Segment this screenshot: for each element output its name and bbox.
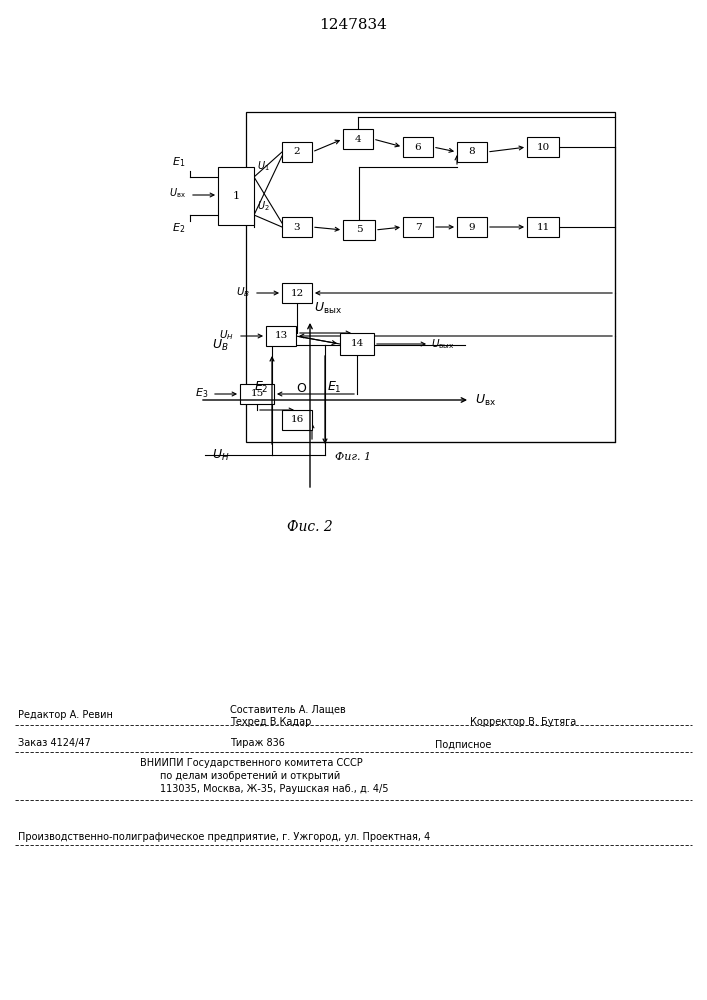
Text: 7: 7 bbox=[415, 223, 421, 232]
Bar bbox=[246, 112, 615, 442]
Bar bbox=[527, 217, 559, 237]
Text: $U_{\rm вых}$: $U_{\rm вых}$ bbox=[431, 337, 455, 351]
Text: по делам изобретений и открытий: по делам изобретений и открытий bbox=[160, 771, 340, 781]
Text: Составитель А. Лащев: Составитель А. Лащев bbox=[230, 705, 346, 715]
Text: $U_{\rm вых}$: $U_{\rm вых}$ bbox=[314, 301, 342, 316]
Text: $E_2$: $E_2$ bbox=[172, 221, 185, 235]
Bar bbox=[343, 220, 375, 240]
Text: Производственно-полиграфическое предприятие, г. Ужгород, ул. Проектная, 4: Производственно-полиграфическое предприя… bbox=[18, 832, 431, 842]
Bar bbox=[240, 384, 274, 404]
Text: $U_H$: $U_H$ bbox=[219, 328, 234, 342]
Text: 15: 15 bbox=[250, 389, 264, 398]
Text: 1: 1 bbox=[233, 191, 240, 201]
Bar bbox=[266, 326, 296, 346]
Text: $U_{\rm вх}$: $U_{\rm вх}$ bbox=[169, 186, 186, 200]
Bar bbox=[403, 217, 433, 237]
Text: 11: 11 bbox=[537, 223, 549, 232]
Text: ВНИИПИ Государственного комитета СССР: ВНИИПИ Государственного комитета СССР bbox=[140, 758, 363, 768]
Text: 12: 12 bbox=[291, 288, 303, 298]
Text: Корректор В. Бутяга: Корректор В. Бутяга bbox=[470, 717, 576, 727]
Text: Заказ 4124/47: Заказ 4124/47 bbox=[18, 738, 90, 748]
Bar bbox=[340, 333, 374, 355]
Text: Тираж 836: Тираж 836 bbox=[230, 738, 285, 748]
Text: Фиг. 1: Фиг. 1 bbox=[335, 452, 371, 462]
Text: 113035, Москва, Ж-35, Раушская наб., д. 4/5: 113035, Москва, Ж-35, Раушская наб., д. … bbox=[160, 784, 389, 794]
Text: 6: 6 bbox=[415, 142, 421, 151]
Bar bbox=[282, 283, 312, 303]
Text: $U_B$: $U_B$ bbox=[236, 285, 250, 299]
Bar bbox=[457, 142, 487, 162]
Bar bbox=[527, 137, 559, 157]
Bar bbox=[343, 129, 373, 149]
Text: $U_H$: $U_H$ bbox=[212, 447, 230, 463]
Text: 9: 9 bbox=[469, 223, 475, 232]
Text: 2: 2 bbox=[293, 147, 300, 156]
Text: 4: 4 bbox=[355, 134, 361, 143]
Text: Редактор А. Ревин: Редактор А. Ревин bbox=[18, 710, 113, 720]
Text: 14: 14 bbox=[351, 340, 363, 349]
Text: 16: 16 bbox=[291, 416, 303, 424]
Text: $U_{\rm вх}$: $U_{\rm вх}$ bbox=[475, 392, 496, 408]
Text: $E_3$: $E_3$ bbox=[194, 386, 208, 400]
Bar bbox=[218, 167, 254, 225]
Text: $U_2$: $U_2$ bbox=[257, 199, 269, 213]
Bar bbox=[282, 217, 312, 237]
Text: O: O bbox=[296, 382, 306, 395]
Text: Фис. 2: Фис. 2 bbox=[287, 520, 333, 534]
Text: $U_B$: $U_B$ bbox=[212, 337, 228, 353]
Bar bbox=[403, 137, 433, 157]
Text: Подписное: Подписное bbox=[435, 740, 491, 750]
Text: 8: 8 bbox=[469, 147, 475, 156]
Bar bbox=[282, 410, 312, 430]
Text: $U_1$: $U_1$ bbox=[257, 159, 270, 173]
Text: $E_1$: $E_1$ bbox=[172, 155, 185, 169]
Text: $E_2$: $E_2$ bbox=[255, 380, 269, 395]
Text: $E_1$: $E_1$ bbox=[327, 380, 341, 395]
Bar bbox=[457, 217, 487, 237]
Text: 13: 13 bbox=[274, 332, 288, 340]
Bar bbox=[282, 142, 312, 162]
Text: 3: 3 bbox=[293, 223, 300, 232]
Text: 5: 5 bbox=[356, 226, 362, 234]
Text: Техред В.Кадар: Техред В.Кадар bbox=[230, 717, 311, 727]
Text: 10: 10 bbox=[537, 142, 549, 151]
Text: 1247834: 1247834 bbox=[319, 18, 387, 32]
